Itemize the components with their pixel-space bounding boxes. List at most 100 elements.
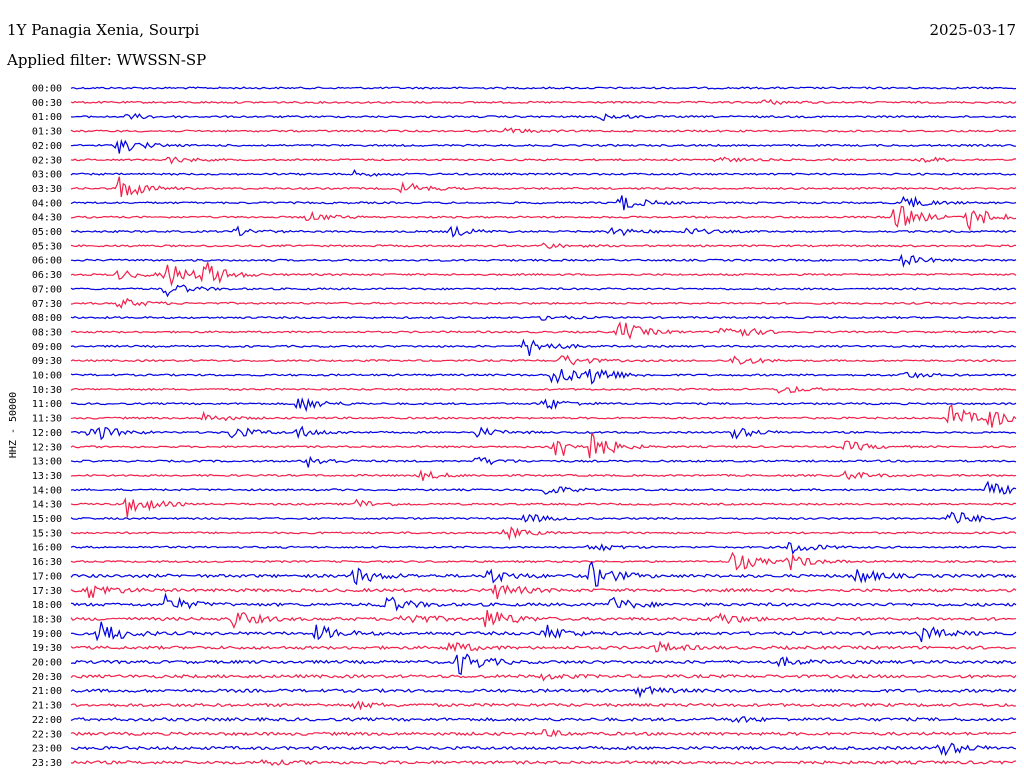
hour-label: 22:00	[32, 715, 62, 726]
hour-label: 11:30	[32, 414, 62, 425]
hour-label: 18:00	[32, 600, 62, 611]
hour-label: 09:30	[32, 356, 62, 367]
hour-label: 05:00	[32, 227, 62, 238]
date-label: 2025-03-17	[929, 21, 1016, 39]
trace-line	[70, 497, 1017, 518]
trace-line	[70, 609, 1017, 630]
hour-label: 15:00	[32, 514, 62, 525]
trace-line	[70, 673, 1017, 682]
trace-line	[70, 242, 1017, 249]
trace-line	[70, 728, 1017, 738]
trace-line	[70, 98, 1017, 106]
hour-label-layer: 00:00 00:30 01:00 01:30 02:00 02:30 03:00 03:30…	[32, 84, 62, 769]
hour-label: 00:30	[32, 98, 62, 109]
trace-line	[70, 469, 1017, 481]
hour-label: 21:30	[32, 701, 62, 712]
trace-line	[70, 225, 1017, 238]
hour-label: 10:30	[32, 385, 62, 396]
filter-label: Applied filter: WWSSN-SP	[7, 51, 207, 69]
hour-label: 14:30	[32, 500, 62, 511]
trace-line	[70, 205, 1017, 232]
trace-line	[70, 297, 1016, 310]
hour-label: 02:30	[32, 155, 62, 166]
trace-line	[70, 86, 1017, 90]
trace-line	[70, 431, 1017, 459]
trace-line	[70, 368, 1017, 385]
trace-line	[70, 156, 1017, 165]
trace-line	[70, 455, 1017, 468]
hour-label: 07:00	[32, 284, 62, 295]
hour-label: 09:00	[32, 342, 62, 353]
trace-line	[70, 127, 1017, 134]
hour-label: 17:30	[32, 586, 62, 597]
trace-line	[70, 321, 1017, 340]
hour-label: 03:00	[32, 170, 62, 181]
station-title: 1Y Panagia Xenia, Sourpi	[7, 21, 200, 39]
hour-label: 00:00	[32, 84, 62, 95]
trace-line	[70, 621, 1017, 643]
trace-line	[70, 385, 1017, 394]
trace-line	[70, 716, 1017, 724]
hour-label: 20:30	[32, 672, 62, 683]
trace-layer	[70, 86, 1017, 767]
trace-line	[70, 685, 1017, 699]
trace-line	[70, 425, 1017, 441]
hour-label: 04:30	[32, 213, 62, 224]
trace-line	[70, 338, 1017, 357]
trace-line	[70, 112, 1017, 122]
trace-line	[70, 138, 1017, 154]
hour-label: 14:00	[32, 485, 62, 496]
hour-label: 17:00	[32, 571, 62, 582]
hour-label: 18:30	[32, 614, 62, 625]
trace-line	[70, 195, 1017, 211]
trace-line	[70, 526, 1017, 541]
hour-label: 03:30	[32, 184, 62, 195]
trace-line	[70, 354, 1017, 366]
hour-label: 21:00	[32, 686, 62, 697]
hour-label: 19:30	[32, 643, 62, 654]
trace-line	[70, 315, 1017, 321]
hour-label: 06:30	[32, 270, 62, 281]
trace-line	[70, 640, 1017, 653]
trace-line	[70, 551, 1017, 571]
hour-label: 13:30	[32, 471, 62, 482]
hour-label: 07:30	[32, 299, 62, 310]
trace-line	[70, 284, 1017, 298]
y-axis-label: HHZ - 50000	[8, 392, 19, 458]
trace-line	[70, 253, 1017, 268]
hour-label: 12:00	[32, 428, 62, 439]
trace-line	[70, 403, 1017, 428]
hour-label: 10:00	[32, 371, 62, 382]
trace-line	[70, 511, 1017, 524]
hour-label: 06:00	[32, 256, 62, 267]
hour-label: 11:00	[32, 399, 62, 410]
hour-label: 16:00	[32, 543, 62, 554]
hour-label: 01:30	[32, 127, 62, 138]
trace-line	[70, 262, 1017, 287]
trace-line	[70, 592, 1017, 612]
trace-line	[70, 560, 1017, 587]
hour-label: 05:30	[32, 241, 62, 252]
hour-label: 19:00	[32, 629, 62, 640]
hour-label: 13:00	[32, 457, 62, 468]
hour-label: 12:30	[32, 442, 62, 453]
hour-label: 20:00	[32, 658, 62, 669]
hour-label: 23:00	[32, 744, 62, 755]
trace-line	[70, 700, 1017, 711]
hour-label: 16:30	[32, 557, 62, 568]
trace-line	[70, 759, 1017, 767]
hour-label: 23:30	[32, 758, 62, 769]
trace-line	[70, 653, 1017, 676]
hour-label: 08:30	[32, 327, 62, 338]
hour-label: 01:00	[32, 112, 62, 123]
hour-label: 15:30	[32, 528, 62, 539]
trace-line	[70, 176, 1017, 197]
trace-line	[70, 480, 1017, 495]
hour-label: 22:30	[32, 729, 62, 740]
trace-line	[70, 584, 1017, 600]
hour-label: 04:00	[32, 198, 62, 209]
trace-line	[70, 397, 1017, 413]
hour-label: 02:00	[32, 141, 62, 152]
trace-line	[70, 168, 1017, 177]
